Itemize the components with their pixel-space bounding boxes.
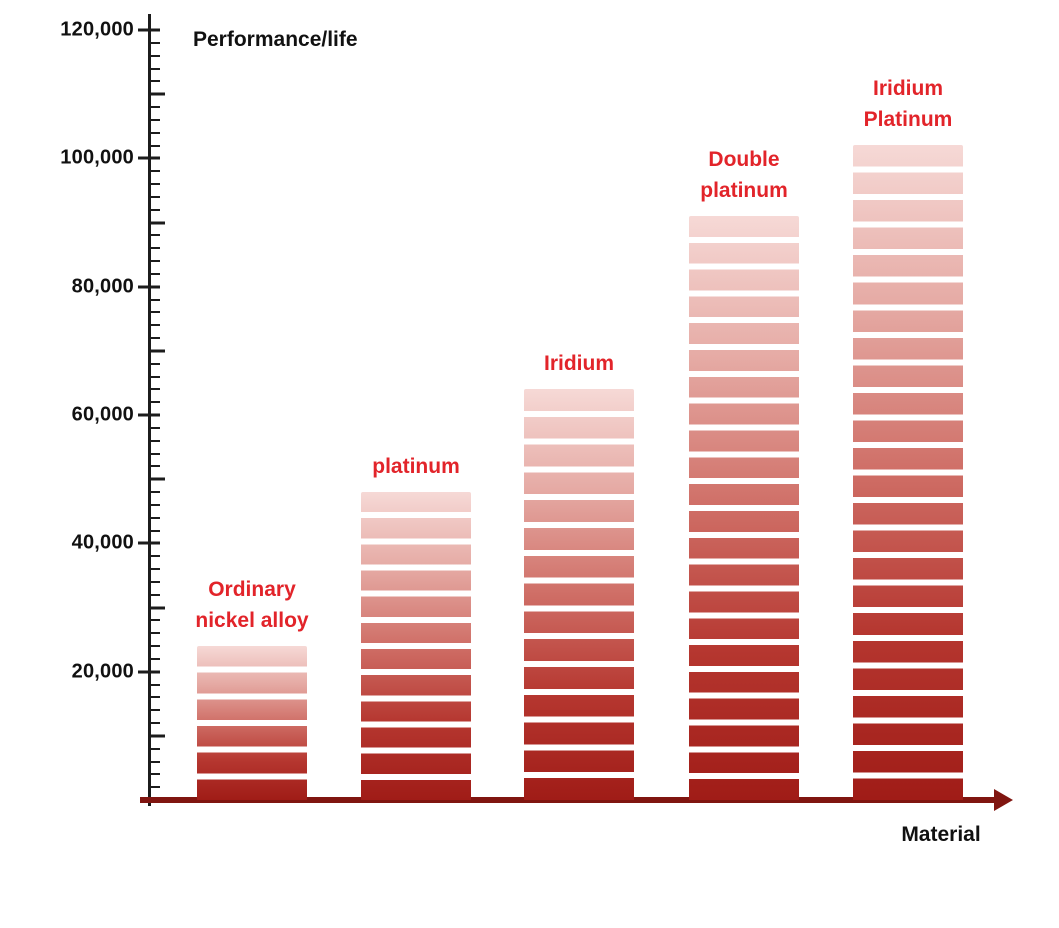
y-axis-tick (151, 747, 160, 750)
y-axis-tick (151, 324, 160, 327)
y-axis-tick (138, 413, 160, 417)
bar-label-line: Double (708, 148, 780, 171)
y-axis-tick (151, 645, 160, 647)
bar-label-line: platinum (372, 455, 460, 478)
y-axis-tick (151, 503, 160, 506)
y-axis-tick (151, 465, 160, 468)
y-axis-tick (151, 208, 160, 211)
y-axis-tick (151, 272, 160, 275)
bar-3 (524, 389, 634, 800)
y-tick-label: 40,000 (71, 531, 134, 554)
y-axis-tick (151, 619, 160, 622)
y-axis-tick (151, 568, 160, 570)
y-axis-tick (151, 362, 160, 365)
y-axis-tick (138, 28, 160, 32)
y-axis-tick (151, 131, 160, 134)
y-axis-tick (151, 298, 160, 301)
y-axis-tick (151, 375, 160, 378)
y-tick-label: 20,000 (71, 660, 134, 683)
bar-label-line: Iridium (543, 352, 615, 375)
y-axis-tick (151, 760, 160, 763)
y-axis-tick (151, 580, 160, 583)
bar-label-line: platinum (700, 179, 788, 202)
y-axis-tick (151, 593, 160, 596)
y-axis-tick (151, 41, 160, 44)
bar-label-line: nickel alloy (195, 609, 309, 632)
y-axis-tick (151, 516, 160, 519)
y-axis-tick (151, 311, 160, 314)
y-axis-tick (151, 337, 160, 339)
bar-label-line: Platinum (863, 108, 953, 131)
y-axis-tick (151, 118, 160, 121)
bar-label-1: Ordinary nickel alloy (195, 574, 308, 636)
y-axis-tick (151, 734, 165, 738)
x-axis-arrowhead (994, 789, 1013, 811)
bar-label-3: Iridium (544, 348, 614, 379)
y-axis-tick (151, 106, 160, 108)
bar-2 (361, 492, 471, 800)
y-axis-tick (151, 722, 160, 724)
bar-label-2: platinum (372, 451, 460, 482)
bar-label-5: Iridium Platinum (864, 73, 953, 135)
y-axis-tick (151, 388, 160, 391)
y-axis-tick (151, 696, 160, 699)
y-axis-tick (151, 183, 160, 185)
y-axis-tick (151, 439, 160, 442)
y-tick-label: 100,000 (60, 146, 134, 169)
y-axis-tick (151, 234, 160, 237)
x-axis-label: Material (901, 823, 981, 846)
y-axis-tick (151, 260, 160, 262)
y-axis-tick (138, 670, 160, 674)
y-axis-tick (151, 349, 165, 353)
y-axis-title: Performance/life (193, 28, 358, 51)
x-axis (140, 797, 996, 803)
y-axis-tick (151, 632, 160, 635)
y-axis-tick (151, 426, 160, 429)
y-axis-tick (151, 80, 160, 83)
y-axis-tick (138, 285, 160, 289)
y-axis-tick (151, 555, 160, 558)
y-axis-tick (151, 67, 160, 70)
y-axis-tick (151, 54, 160, 57)
y-axis-tick (151, 92, 165, 96)
y-axis-tick (151, 247, 160, 250)
y-axis-tick (138, 541, 160, 545)
bar-4 (689, 216, 799, 800)
y-axis-tick (151, 170, 160, 173)
y-axis-tick (151, 709, 160, 712)
y-axis-tick (151, 144, 160, 147)
bar-1 (197, 646, 307, 800)
y-axis-tick (151, 606, 165, 609)
y-axis-tick (151, 452, 160, 455)
y-axis-tick (138, 156, 160, 160)
bar-5 (853, 145, 963, 800)
y-axis-tick (151, 195, 160, 198)
y-tick-label: 120,000 (60, 18, 134, 41)
y-axis-tick (151, 786, 160, 789)
y-axis-tick (151, 221, 165, 224)
y-axis-tick (151, 657, 160, 660)
y-axis-tick (151, 773, 160, 776)
y-tick-label: 60,000 (71, 403, 134, 426)
y-axis-tick (151, 401, 160, 404)
y-axis (148, 14, 151, 806)
y-axis-tick (151, 529, 160, 532)
y-axis-tick (151, 683, 160, 686)
y-axis-tick (151, 477, 165, 481)
bar-label-line: Ordinary (208, 578, 296, 601)
bar-label-4: Double platinum (700, 144, 788, 206)
bar-label-line: Iridium (872, 77, 943, 100)
y-axis-tick (151, 491, 160, 493)
y-tick-label: 80,000 (71, 275, 134, 298)
